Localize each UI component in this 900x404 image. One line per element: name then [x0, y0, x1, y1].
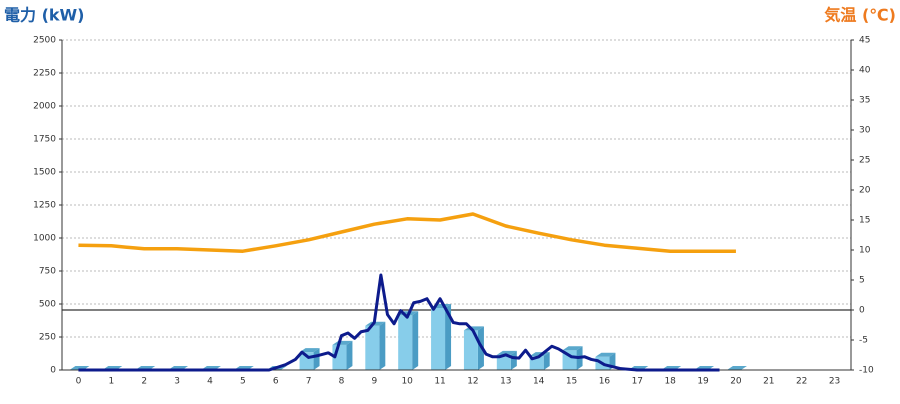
y-tick-label: 500 — [39, 300, 56, 310]
y-tick-label: 2250 — [33, 69, 56, 79]
x-tick-label: 16 — [599, 377, 611, 387]
y-tick-label: 1250 — [33, 201, 56, 211]
bar-side — [445, 303, 452, 370]
x-tick-label: 22 — [796, 377, 807, 387]
x-tick-label: 14 — [533, 377, 545, 387]
x-tick-label: 5 — [240, 377, 246, 387]
bar-side — [379, 321, 386, 370]
x-tick-label: 0 — [76, 377, 82, 387]
y2-tick-label: 5 — [859, 276, 865, 286]
x-tick-label: 20 — [730, 377, 742, 387]
power-line — [78, 273, 720, 372]
bar-top — [562, 346, 583, 351]
bar — [463, 330, 478, 370]
y2-tick-label: 40 — [859, 66, 871, 76]
x-tick-label: 19 — [697, 377, 709, 387]
x-tick-label: 10 — [401, 377, 413, 387]
bar-top — [496, 350, 517, 355]
x-tick-label: 13 — [500, 377, 511, 387]
bar-side — [510, 350, 517, 370]
y-tick-label: 0 — [50, 366, 56, 376]
bar — [398, 315, 413, 370]
y2-tick-label: 25 — [859, 156, 870, 166]
x-tick-label: 17 — [632, 377, 643, 387]
x-tick-label: 11 — [434, 377, 445, 387]
x-tick-label: 8 — [339, 377, 345, 387]
y-tick-label: 1500 — [33, 168, 56, 178]
y2-tick-label: 45 — [859, 36, 870, 46]
x-tick-label: 15 — [566, 377, 577, 387]
x-tick-label: 4 — [207, 377, 213, 387]
x-tick-label: 9 — [371, 377, 377, 387]
bar-top — [365, 321, 386, 326]
y-tick-label: 1750 — [33, 135, 56, 145]
bar-side — [412, 311, 419, 370]
bar-top — [299, 348, 320, 353]
y2-tick-label: 15 — [859, 216, 870, 226]
y2-tick-label: 35 — [859, 96, 870, 106]
bar — [431, 307, 446, 370]
x-tick-label: 2 — [141, 377, 147, 387]
x-tick-label: 7 — [306, 377, 312, 387]
bar-side — [346, 340, 353, 370]
bar-top — [595, 352, 616, 357]
temperature-line — [78, 212, 736, 253]
x-tick-label: 23 — [829, 377, 840, 387]
y2-tick-label: 0 — [859, 306, 865, 316]
y2-tick-label: 10 — [859, 246, 871, 256]
y-tick-label: 2500 — [33, 36, 56, 46]
x-tick-label: 21 — [763, 377, 774, 387]
x-tick-label: 18 — [664, 377, 676, 387]
bar-side — [313, 348, 320, 370]
y-tick-label: 250 — [39, 333, 56, 343]
x-tick-label: 3 — [174, 377, 180, 387]
x-tick-label: 1 — [108, 377, 114, 387]
y2-tick-label: -5 — [859, 336, 868, 346]
bar — [365, 325, 380, 370]
y-tick-label: 1000 — [33, 234, 56, 244]
bar-side — [543, 352, 550, 370]
x-tick-label: 6 — [273, 377, 279, 387]
y-tick-label: 750 — [39, 267, 56, 277]
y2-tick-label: -10 — [859, 366, 874, 376]
y2-tick-label: 20 — [859, 186, 871, 196]
bar-top — [726, 366, 747, 370]
y2-axis-title: 気温 (℃) — [824, 6, 896, 25]
y2-tick-label: 30 — [859, 126, 871, 136]
bar — [496, 354, 511, 370]
y-tick-label: 2000 — [33, 102, 56, 112]
y-axis-title: 電力 (kW) — [4, 6, 85, 25]
x-tick-label: 12 — [467, 377, 478, 387]
